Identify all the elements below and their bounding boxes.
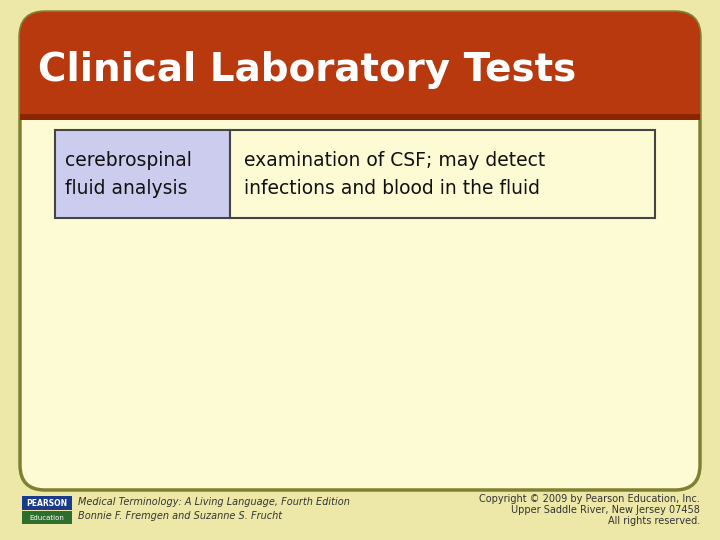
Bar: [22, 496, 72, 510]
Text: examination of CSF; may detect
infections and blood in the fluid: examination of CSF; may detect infection…: [244, 151, 545, 198]
Bar: [230, 130, 655, 218]
Text: PEARSON: PEARSON: [27, 498, 68, 508]
Bar: [55, 130, 230, 218]
Text: All rights reserved.: All rights reserved.: [608, 516, 700, 526]
Text: Copyright © 2009 by Pearson Education, Inc.: Copyright © 2009 by Pearson Education, I…: [479, 494, 700, 504]
Text: Clinical Laboratory Tests: Clinical Laboratory Tests: [38, 51, 576, 89]
Bar: [20, 114, 700, 120]
Text: Education: Education: [30, 515, 64, 521]
FancyBboxPatch shape: [20, 12, 700, 490]
Text: cerebrospinal
fluid analysis: cerebrospinal fluid analysis: [65, 151, 192, 198]
FancyBboxPatch shape: [20, 12, 700, 120]
Text: Upper Saddle River, New Jersey 07458: Upper Saddle River, New Jersey 07458: [511, 505, 700, 515]
Bar: [20, 37, 700, 120]
Text: Medical Terminology: A Living Language, Fourth Edition: Medical Terminology: A Living Language, …: [78, 497, 350, 507]
Bar: [22, 511, 72, 524]
Text: Bonnie F. Fremgen and Suzanne S. Frucht: Bonnie F. Fremgen and Suzanne S. Frucht: [78, 511, 282, 521]
